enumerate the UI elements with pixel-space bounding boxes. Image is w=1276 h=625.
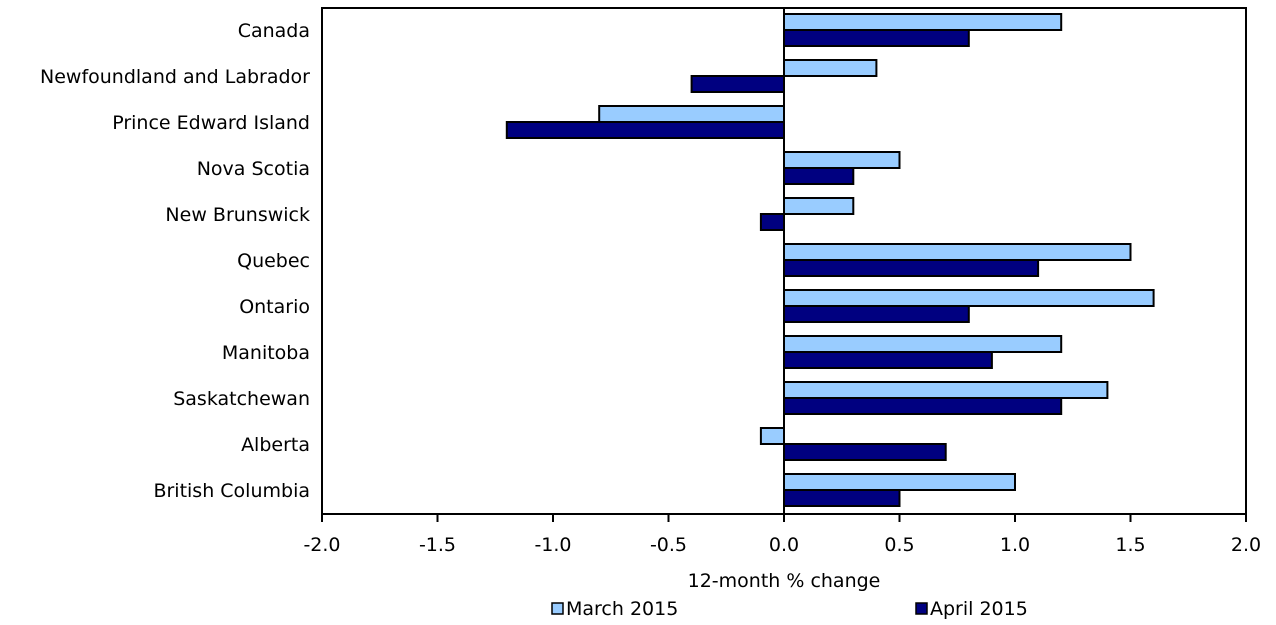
x-tick-label: -1.5 [419, 534, 456, 556]
legend-label-april: April 2015 [930, 598, 1028, 620]
category-label: Alberta [241, 434, 310, 456]
x-tick-label: 0.0 [769, 534, 799, 556]
category-label: Quebec [237, 250, 310, 272]
bars [505, 13, 1155, 507]
category-label: Prince Edward Island [112, 112, 310, 134]
bar-april-6 [783, 305, 970, 323]
bar-april-3 [783, 167, 855, 185]
x-tick-label: 0.5 [884, 534, 914, 556]
category-label: Nova Scotia [197, 158, 310, 180]
legend-swatch-april [915, 602, 928, 615]
category-label: Saskatchewan [173, 388, 310, 410]
bar-april-7 [783, 351, 993, 369]
bar-april-10 [783, 489, 901, 507]
category-label: Newfoundland and Labrador [40, 66, 310, 88]
bar-march-1 [783, 59, 878, 77]
legend: March 2015 April 2015 [551, 598, 1028, 620]
bar-march-8 [783, 381, 1109, 399]
bar-april-4 [759, 213, 786, 231]
category-label: Manitoba [222, 342, 310, 364]
bar-march-4 [783, 197, 855, 215]
bar-march-9 [759, 427, 786, 445]
bar-march-0 [783, 13, 1063, 31]
legend-swatch-march [551, 602, 564, 615]
category-label: Canada [238, 20, 310, 42]
x-tick-label: 1.5 [1115, 534, 1145, 556]
bar-march-2 [598, 105, 786, 123]
x-tick-label: 2.0 [1231, 534, 1261, 556]
bar-march-6 [783, 289, 1155, 307]
bar-april-1 [690, 75, 785, 93]
bar-april-9 [783, 443, 947, 461]
bar-april-2 [505, 121, 785, 139]
x-tick-label: 1.0 [1000, 534, 1030, 556]
bar-march-5 [783, 243, 1132, 261]
bar-march-10 [783, 473, 1016, 491]
legend-label-march: March 2015 [566, 598, 678, 620]
x-axis-title: 12-month % change [688, 570, 881, 592]
bar-march-7 [783, 335, 1063, 353]
bar-april-8 [783, 397, 1063, 415]
x-axis-ticks: -2.0 -1.5 -1.0 -0.5 0.0 0.5 1.0 1.5 2.0 [303, 514, 1261, 556]
bar-march-3 [783, 151, 901, 169]
x-tick-label: -1.0 [534, 534, 571, 556]
category-label: British Columbia [153, 480, 310, 502]
x-tick-label: -2.0 [303, 534, 340, 556]
category-label: Ontario [239, 296, 310, 318]
x-tick-label: -0.5 [650, 534, 687, 556]
bar-april-0 [783, 29, 970, 47]
bar-april-5 [783, 259, 1040, 277]
category-label: New Brunswick [165, 204, 310, 226]
category-labels: Canada Newfoundland and Labrador Prince Ed… [40, 20, 310, 502]
